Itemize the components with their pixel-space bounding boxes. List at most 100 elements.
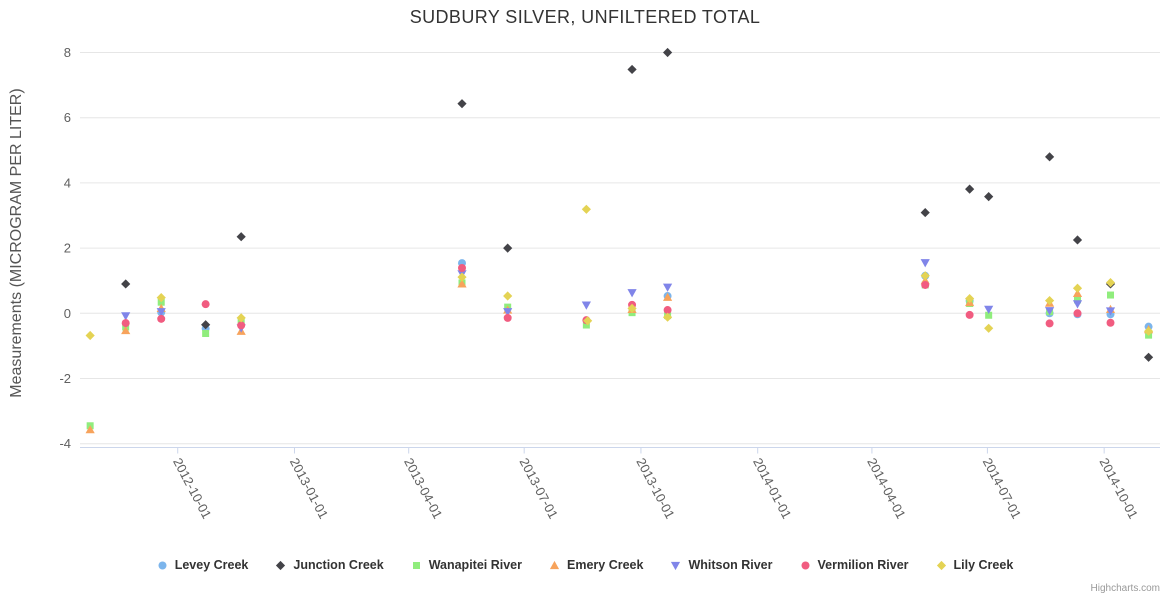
- data-point[interactable]: [85, 330, 95, 341]
- data-point[interactable]: [201, 300, 210, 309]
- data-point[interactable]: [121, 279, 131, 289]
- axes: [80, 447, 1160, 454]
- x-axis-label: 2014-10-01: [1097, 455, 1141, 521]
- data-point[interactable]: [662, 312, 673, 322]
- data-point[interactable]: [627, 303, 637, 314]
- y-axis-label: 4: [64, 175, 71, 190]
- data-point[interactable]: [457, 263, 466, 272]
- series-wanapitei-river: [86, 279, 1153, 430]
- data-point[interactable]: [1106, 318, 1115, 327]
- series-levey-creek: [157, 259, 1153, 333]
- data-point[interactable]: [1044, 152, 1055, 162]
- diamond-marker-icon: [936, 560, 946, 570]
- data-point[interactable]: [1105, 307, 1116, 316]
- data-point[interactable]: [627, 64, 637, 75]
- data-point[interactable]: [503, 291, 513, 301]
- data-point[interactable]: [1044, 295, 1055, 306]
- data-point[interactable]: [1044, 307, 1055, 316]
- data-point[interactable]: [985, 311, 993, 319]
- data-point[interactable]: [1073, 309, 1082, 318]
- data-point[interactable]: [457, 272, 467, 282]
- series-emery-creek: [85, 276, 1154, 434]
- data-point[interactable]: [1107, 291, 1115, 299]
- data-point[interactable]: [965, 184, 975, 194]
- legend-label: Levey Creek: [174, 558, 249, 572]
- data-point[interactable]: [503, 308, 513, 317]
- x-axis-labels: 2012-10-01 2013-01-01 2013-04-01 2013-07-01…: [170, 455, 1141, 521]
- legend-item-whitson-river[interactable]: Whitson River: [670, 558, 773, 572]
- data-point[interactable]: [1045, 319, 1054, 328]
- legend: Levey Creek Junction Creek Wanapitei River…: [0, 558, 1170, 572]
- data-point[interactable]: [237, 321, 246, 330]
- data-point[interactable]: [1143, 352, 1154, 362]
- data-point[interactable]: [85, 425, 95, 434]
- circle-marker-icon: [158, 561, 167, 569]
- data-point[interactable]: [984, 323, 994, 333]
- legend-label: Lily Creek: [953, 558, 1014, 572]
- data-point[interactable]: [921, 280, 930, 289]
- legend-label: Vermilion River: [817, 558, 909, 572]
- data-point[interactable]: [627, 289, 637, 298]
- data-point[interactable]: [663, 306, 672, 315]
- data-point[interactable]: [1105, 278, 1116, 288]
- legend-label: Whitson River: [688, 558, 773, 572]
- data-point[interactable]: [121, 325, 131, 335]
- data-point[interactable]: [582, 321, 590, 329]
- legend-item-vermilion-river[interactable]: Vermilion River: [800, 558, 909, 572]
- data-point[interactable]: [1072, 288, 1083, 298]
- data-point[interactable]: [236, 232, 246, 242]
- data-point[interactable]: [581, 301, 591, 310]
- data-point[interactable]: [503, 243, 513, 253]
- x-axis-label: 2013-07-01: [517, 455, 561, 521]
- data-point[interactable]: [984, 191, 994, 202]
- data-point[interactable]: [156, 293, 166, 303]
- data-point[interactable]: [1143, 326, 1154, 336]
- x-axis-label: 2013-01-01: [287, 455, 331, 521]
- diamond-marker-icon: [276, 560, 286, 570]
- data-point[interactable]: [156, 308, 166, 317]
- data-point[interactable]: [920, 271, 930, 281]
- data-point[interactable]: [1072, 235, 1083, 245]
- data-point[interactable]: [662, 292, 673, 301]
- y-axis-label: 2: [64, 241, 71, 256]
- data-point[interactable]: [457, 99, 467, 109]
- data-point[interactable]: [1072, 300, 1083, 309]
- legend-label: Emery Creek: [567, 558, 644, 572]
- data-point[interactable]: [662, 283, 673, 292]
- data-point[interactable]: [503, 313, 512, 322]
- data-point[interactable]: [662, 47, 673, 58]
- highcharts-credit-link[interactable]: Highcharts.com: [1090, 583, 1160, 594]
- data-point[interactable]: [920, 207, 930, 218]
- legend-item-junction-creek[interactable]: Junction Creek: [275, 558, 384, 572]
- data-point[interactable]: [581, 204, 591, 214]
- data-point[interactable]: [984, 305, 994, 314]
- legend-item-levey-creek[interactable]: Levey Creek: [157, 558, 249, 572]
- y-axis-label: 0: [64, 306, 71, 321]
- legend-label: Junction Creek: [293, 558, 384, 572]
- data-point[interactable]: [201, 320, 211, 330]
- data-point[interactable]: [202, 330, 210, 338]
- data-point[interactable]: [920, 259, 930, 268]
- y-axis-labels: 8 6 4 2 0 -2 -4: [59, 45, 71, 451]
- data-point[interactable]: [121, 319, 130, 328]
- gridlines: [80, 52, 1160, 445]
- data-point[interactable]: [1072, 283, 1083, 293]
- legend-item-emery-creek[interactable]: Emery Creek: [549, 558, 643, 572]
- legend-item-wanapitei-river[interactable]: Wanapitei River: [411, 558, 522, 572]
- data-point[interactable]: [965, 294, 975, 304]
- y-axis-label: 8: [64, 45, 71, 60]
- data-point[interactable]: [965, 310, 974, 319]
- data-point[interactable]: [457, 279, 467, 288]
- legend-item-lily-creek[interactable]: Lily Creek: [936, 558, 1014, 572]
- data-point[interactable]: [583, 316, 593, 326]
- data-point[interactable]: [1074, 296, 1082, 304]
- series-lily-creek: [85, 204, 1154, 341]
- y-axis-title: Measurements (MICROGRAM PER LITER): [8, 88, 25, 397]
- data-point[interactable]: [236, 313, 246, 323]
- data-point[interactable]: [157, 314, 166, 323]
- data-point[interactable]: [121, 312, 131, 321]
- series-junction-creek: [121, 47, 1154, 362]
- chart-title: SUDBURY SILVER, UNFILTERED TOTAL: [409, 7, 761, 27]
